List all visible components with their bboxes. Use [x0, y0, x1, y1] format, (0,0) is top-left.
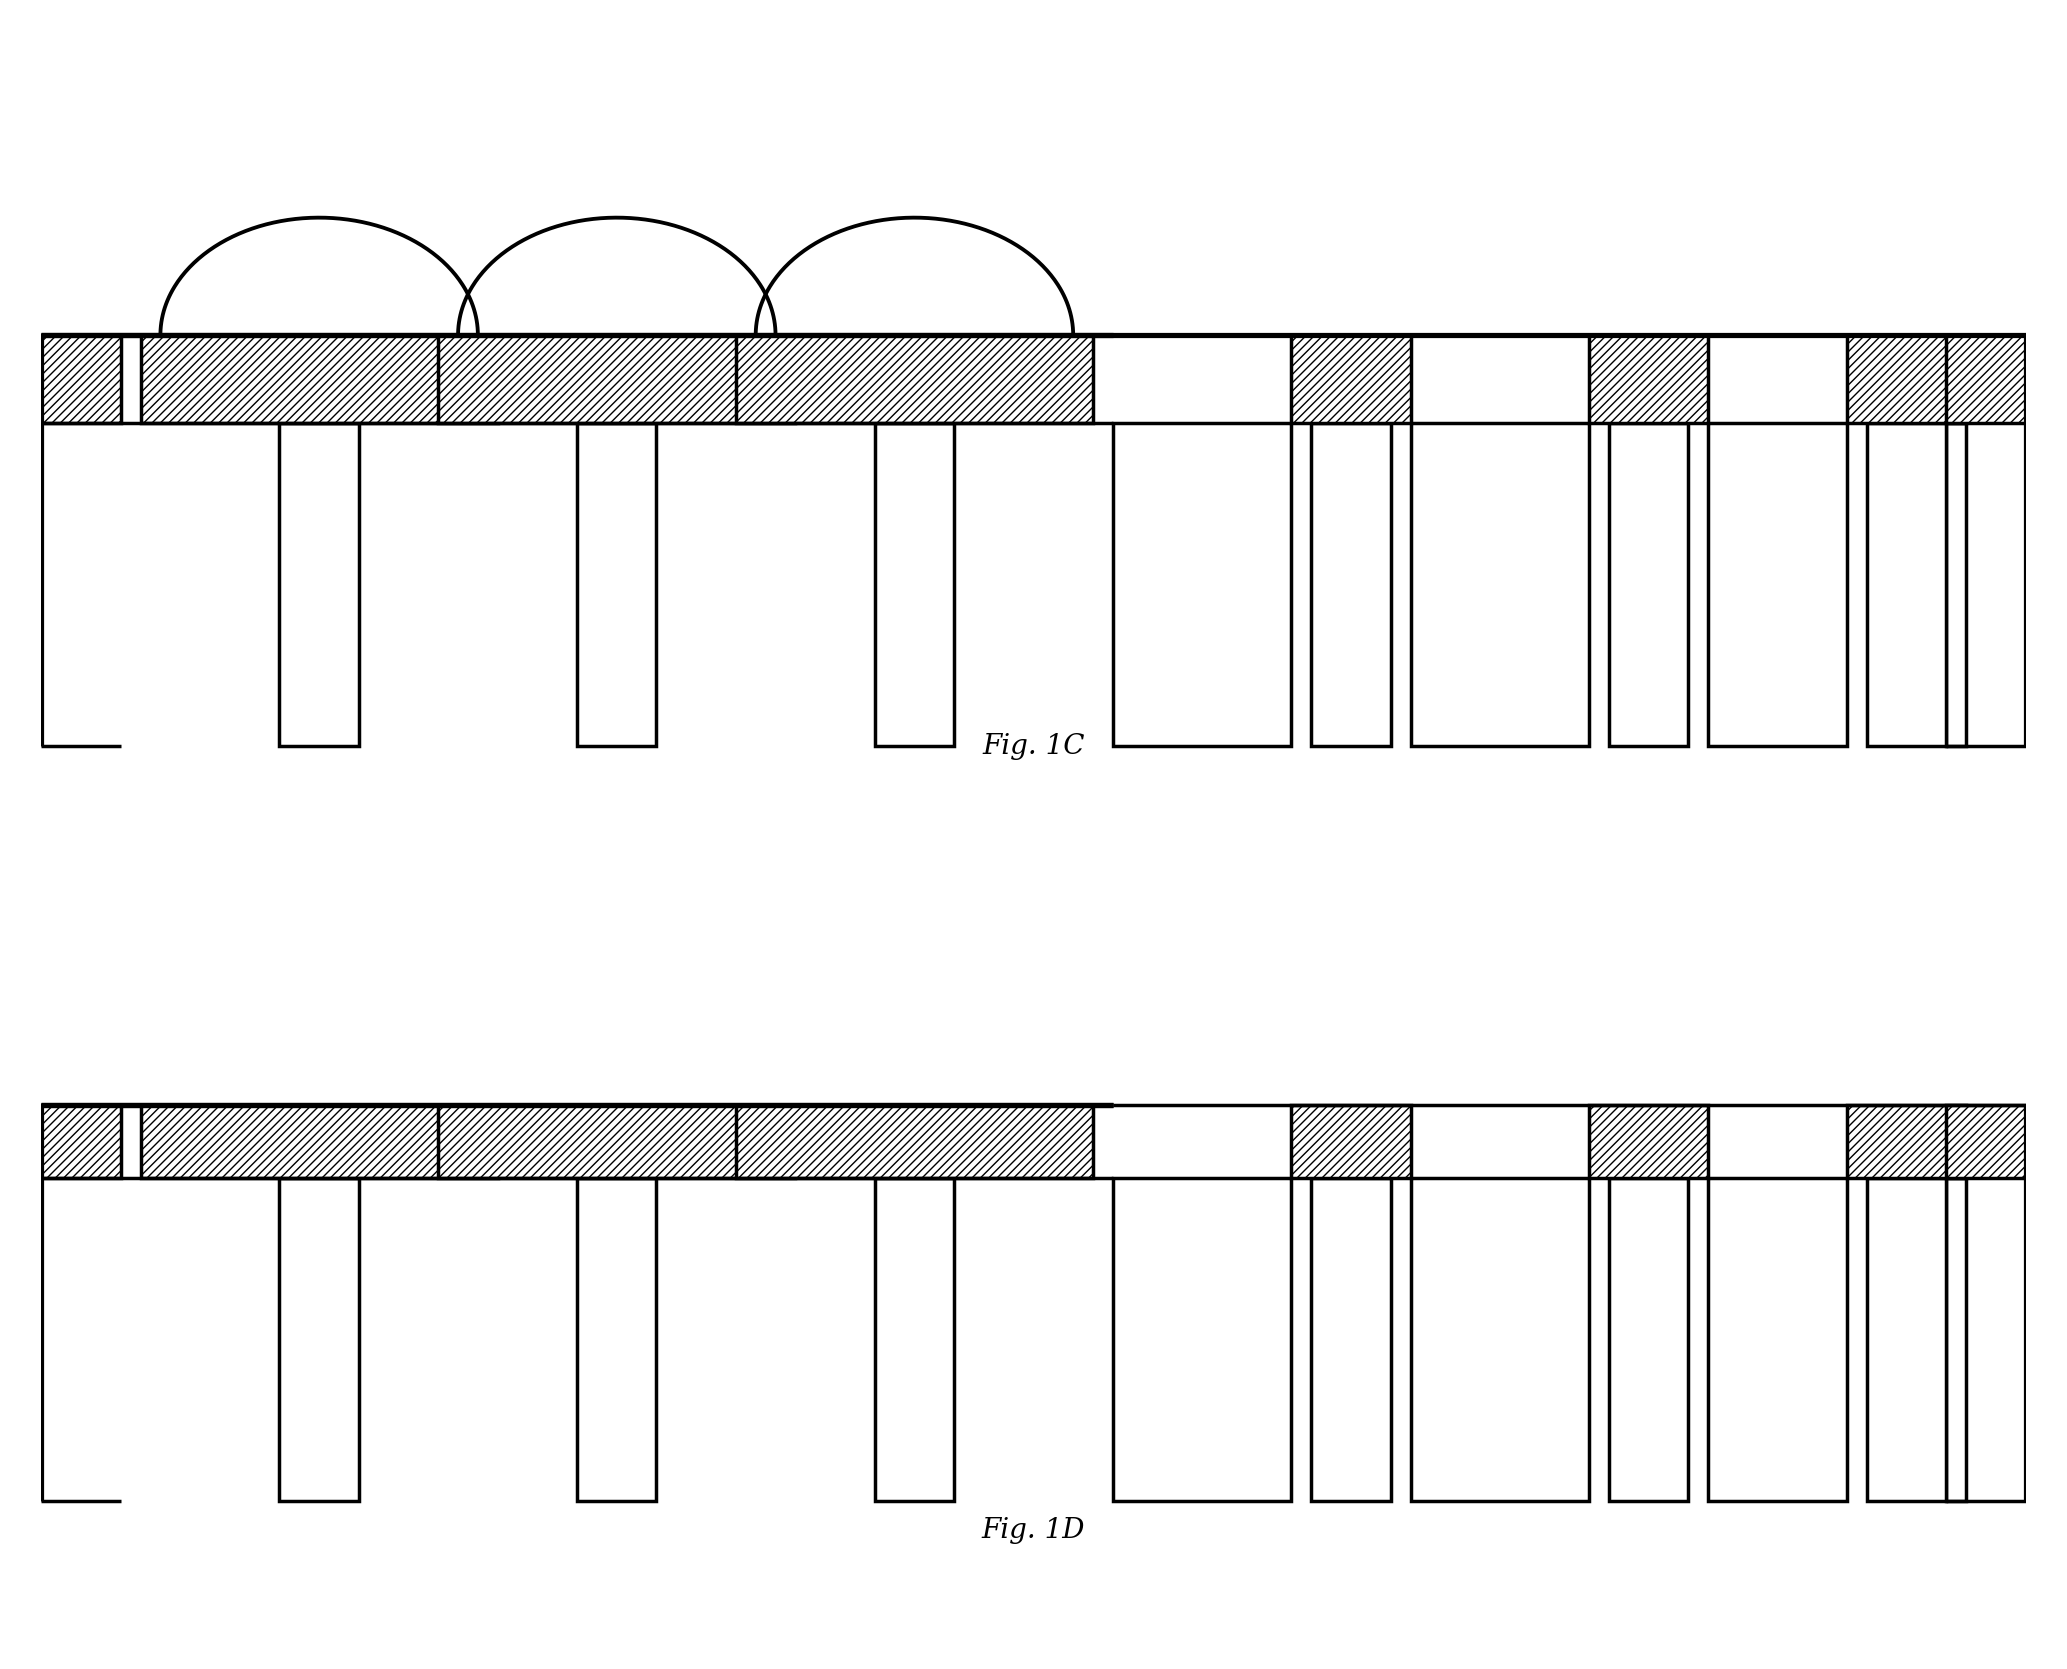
Bar [1707, 424, 1848, 746]
Bar [577, 1178, 657, 1502]
Bar [1867, 1178, 1947, 1502]
Bar [1310, 424, 1391, 746]
Bar [1590, 335, 1707, 424]
Bar [1590, 1105, 1707, 1178]
Bar [1848, 1105, 1966, 1178]
Bar [1410, 1178, 1590, 1502]
Bar [41, 1105, 120, 1178]
Bar [1947, 1105, 2026, 1178]
Bar [1310, 1178, 1391, 1502]
Bar [141, 1105, 498, 1178]
Bar [577, 424, 657, 746]
Bar [1608, 424, 1689, 746]
Bar [1848, 335, 1966, 424]
Bar [1292, 335, 1410, 424]
Text: Fig. 1C: Fig. 1C [982, 733, 1085, 759]
Bar [438, 1105, 796, 1178]
Bar [1410, 424, 1590, 746]
Bar [1947, 424, 1966, 746]
Bar [736, 335, 1093, 424]
Bar [1112, 424, 1292, 746]
Bar [1292, 1105, 1410, 1178]
Bar [874, 1178, 955, 1502]
Bar [736, 1105, 1093, 1178]
Text: Fig. 1D: Fig. 1D [982, 1517, 1085, 1544]
Bar [1947, 1178, 1966, 1502]
Bar [279, 1178, 360, 1502]
Bar [1112, 1178, 1292, 1502]
Bar [438, 335, 796, 424]
Bar [1947, 335, 2026, 424]
Bar [1867, 424, 1947, 746]
Bar [141, 335, 498, 424]
Bar [874, 424, 955, 746]
Bar [41, 335, 120, 424]
Bar [1608, 1178, 1689, 1502]
Bar [1707, 1178, 1848, 1502]
Bar [279, 424, 360, 746]
